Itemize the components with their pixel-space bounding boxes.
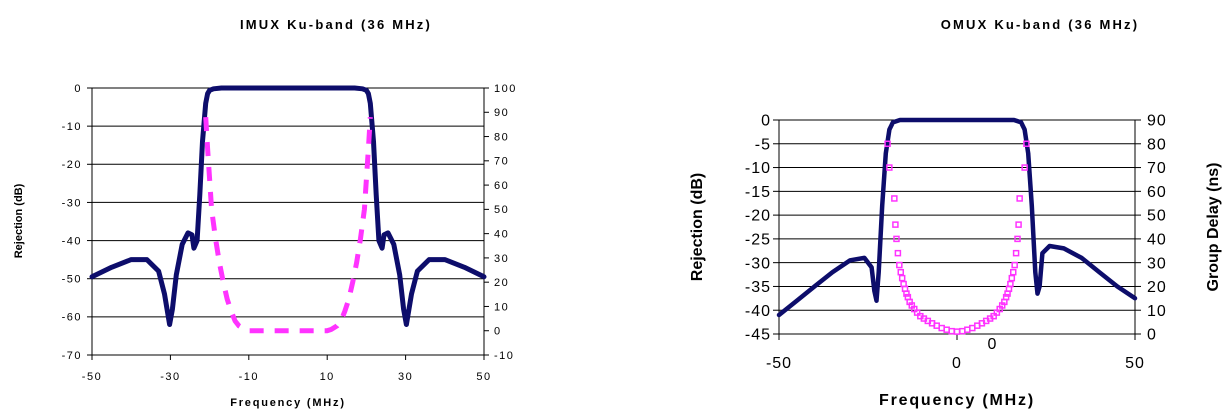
y-tick-label: 0 bbox=[761, 113, 771, 130]
x-tick-label: 50 bbox=[1125, 355, 1145, 372]
omux-series bbox=[776, 117, 1138, 335]
y2-tick-label: 0 bbox=[1147, 327, 1157, 344]
y2-tick-label: 0 bbox=[494, 326, 502, 338]
y-tick-label: 0 bbox=[74, 83, 82, 95]
omux-x-axis-label: Frequency (MHz) bbox=[879, 392, 1035, 409]
y-tick-label: -20 bbox=[745, 208, 771, 225]
y2-tick-label: 10 bbox=[494, 301, 509, 313]
y2-tick-label: 90 bbox=[1147, 113, 1167, 130]
y-tick-label: -10 bbox=[62, 121, 82, 133]
omux-plot-area bbox=[778, 119, 1136, 335]
y2-tick-label: 20 bbox=[494, 277, 509, 289]
y2-tick-label: 80 bbox=[1147, 136, 1167, 153]
y-tick-label: -50 bbox=[62, 274, 82, 286]
omux-group-delay-point bbox=[953, 328, 961, 335]
omux-group-delay-point bbox=[1023, 140, 1030, 148]
y-tick-label: -25 bbox=[745, 231, 771, 248]
omux-annotation: 0 bbox=[988, 336, 997, 353]
y-tick-label: -15 bbox=[745, 184, 771, 201]
y2-tick-label: 80 bbox=[494, 131, 509, 143]
omux-group-delay-point bbox=[1008, 274, 1016, 282]
imux-x-axis-label: Frequency (MHz) bbox=[230, 397, 346, 409]
y2-tick-label: 90 bbox=[494, 107, 509, 119]
x-tick-label: -50 bbox=[766, 355, 792, 372]
omux-group-delay-point bbox=[898, 274, 906, 282]
imux-group-delay-line bbox=[203, 116, 373, 334]
omux-y2-axis: 90 80 70 60 50 40 30 20 10 0 bbox=[1135, 113, 1167, 344]
y-tick-label: -30 bbox=[62, 197, 82, 209]
omux-y2-axis-label: Group Delay (ns) bbox=[1205, 163, 1222, 292]
y2-tick-label: 70 bbox=[1147, 160, 1167, 177]
omux-group-delay-point bbox=[1016, 195, 1023, 202]
y2-tick-label: 20 bbox=[1147, 279, 1167, 296]
omux-group-delay-point bbox=[903, 290, 910, 297]
omux-y-axis: 0 -5 -10 -15 -20 -25 -30 -35 -40 -45 bbox=[745, 113, 779, 344]
imux-y-axis-label: Rejection (dB) bbox=[13, 183, 25, 258]
imux-rejection-line bbox=[89, 85, 487, 327]
y2-tick-label: 30 bbox=[1147, 255, 1167, 272]
omux-group-delay-point bbox=[1021, 164, 1028, 171]
x-tick-label: 10 bbox=[320, 371, 335, 383]
y2-tick-label: 50 bbox=[1147, 208, 1167, 225]
omux-chart: OMUX Ku-band (36 MHz) 0 -5 -10 -15 -20 -25 -30… bbox=[689, 17, 1222, 409]
omux-group-delay-point bbox=[1015, 221, 1022, 228]
x-tick-label: -30 bbox=[160, 371, 180, 383]
x-tick-label: -50 bbox=[82, 371, 102, 383]
omux-group-delay-point bbox=[884, 140, 891, 148]
y2-tick-label: 40 bbox=[494, 228, 509, 240]
omux-group-delay-point bbox=[1011, 261, 1018, 269]
y-tick-label: -40 bbox=[745, 303, 771, 320]
omux-x-axis: -50 0 50 bbox=[766, 334, 1145, 372]
omux-group-delay-point bbox=[1012, 249, 1020, 257]
imux-y-axis: 0 -10 -20 -30 -40 -50 -60 -70 bbox=[62, 83, 92, 362]
y-tick-label: -35 bbox=[745, 279, 771, 296]
y2-tick-label: 10 bbox=[1147, 303, 1167, 320]
omux-group-delay-point bbox=[894, 249, 902, 257]
y2-tick-label: 40 bbox=[1147, 231, 1167, 248]
y2-tick-label: 70 bbox=[494, 156, 509, 168]
x-tick-label: 50 bbox=[476, 371, 491, 383]
y-tick-label: -70 bbox=[62, 350, 82, 362]
y2-tick-label: 60 bbox=[1147, 184, 1167, 201]
y-tick-label: -20 bbox=[62, 159, 82, 171]
omux-gridlines bbox=[779, 119, 1135, 335]
imux-plot-area bbox=[91, 87, 485, 356]
x-tick-label: 30 bbox=[398, 371, 413, 383]
omux-group-delay-point bbox=[896, 261, 903, 269]
y-tick-label: -10 bbox=[745, 160, 771, 177]
omux-group-delay-point bbox=[948, 327, 955, 335]
imux-chart-title: IMUX Ku-band (36 MHz) bbox=[240, 17, 432, 32]
omux-group-delay-point bbox=[1014, 235, 1021, 243]
y2-tick-label: 50 bbox=[494, 204, 509, 216]
omux-group-delay-point bbox=[1007, 280, 1014, 288]
omux-group-delay-point bbox=[893, 235, 900, 243]
y2-tick-label: 30 bbox=[494, 253, 509, 265]
y2-tick-label: 100 bbox=[494, 83, 517, 95]
omux-group-delay-point bbox=[886, 164, 893, 171]
omux-group-delay-point bbox=[1002, 293, 1010, 301]
omux-chart-title: OMUX Ku-band (36 MHz) bbox=[941, 17, 1140, 32]
omux-group-delay-point bbox=[891, 195, 898, 202]
y-tick-label: -60 bbox=[62, 312, 82, 324]
omux-y-axis-label: Rejection (dB) bbox=[689, 173, 706, 281]
y-tick-label: -5 bbox=[755, 136, 771, 153]
y-tick-label: -30 bbox=[745, 255, 771, 272]
y2-tick-label: -10 bbox=[494, 350, 514, 362]
y2-tick-label: 60 bbox=[494, 180, 509, 192]
imux-gridlines bbox=[92, 87, 484, 356]
x-tick-label: -10 bbox=[239, 371, 259, 383]
y-tick-label: -40 bbox=[62, 235, 82, 247]
omux-rejection-line bbox=[776, 117, 1138, 318]
x-tick-label: 0 bbox=[952, 355, 962, 372]
y-tick-label: -45 bbox=[745, 327, 771, 344]
imux-chart: IMUX Ku-band (36 MHz) 0 -10 -20 -30 -40 -50 -6… bbox=[13, 17, 517, 409]
imux-x-axis: -50 -30 -10 10 30 50 bbox=[82, 355, 491, 383]
omux-group-delay-point bbox=[892, 221, 899, 228]
omux-group-delay-point bbox=[897, 268, 905, 276]
omux-group-delay-point bbox=[1009, 268, 1017, 276]
imux-series bbox=[89, 85, 487, 334]
